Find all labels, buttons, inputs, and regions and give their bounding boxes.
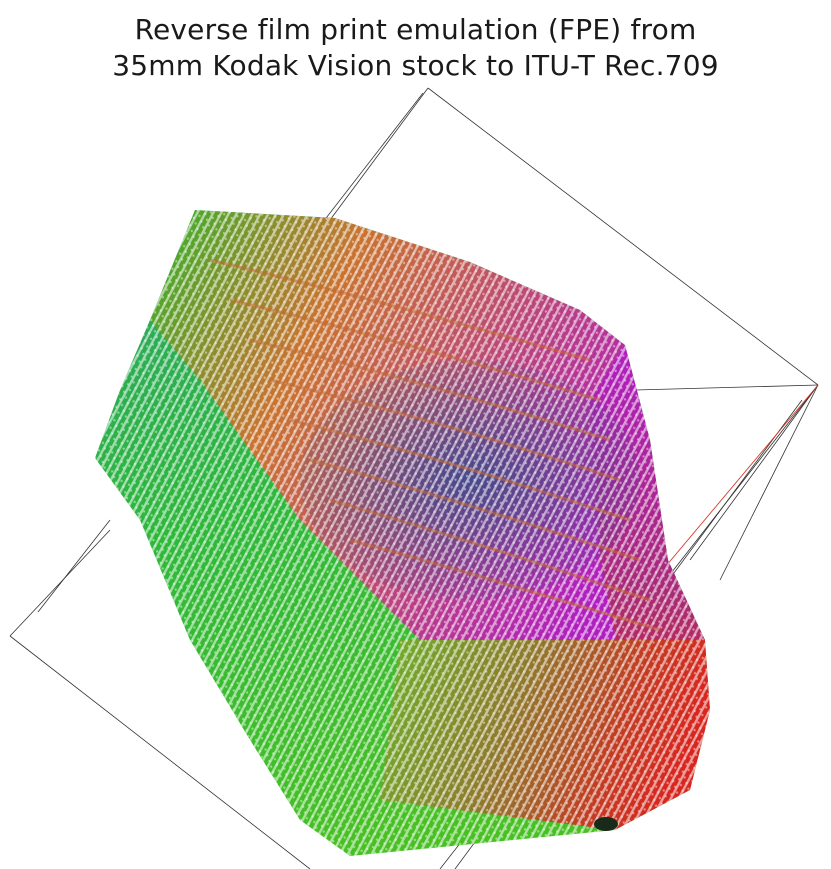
red-axis-line xyxy=(649,384,819,586)
plot-title-line-2: 35mm Kodak Vision stock to ITU-T Rec.709 xyxy=(112,49,719,82)
cube-edge xyxy=(427,87,819,386)
dark-corner xyxy=(594,817,618,831)
point-cloud xyxy=(95,210,710,856)
cube-edge xyxy=(37,519,111,613)
cube-edge xyxy=(9,635,311,869)
plot-title: Reverse film print emulation (FPE) from … xyxy=(0,12,831,84)
cube-edge xyxy=(719,384,819,581)
cube-edge xyxy=(9,529,111,637)
cube-edge xyxy=(689,384,819,561)
cloud-dot-texture xyxy=(95,210,710,856)
ridge-strands xyxy=(209,258,661,632)
plot-title-line-1: Reverse film print emulation (FPE) from xyxy=(134,13,697,46)
cube-edge xyxy=(322,92,424,223)
cube-edge xyxy=(635,384,819,391)
cube-edge xyxy=(329,87,429,221)
